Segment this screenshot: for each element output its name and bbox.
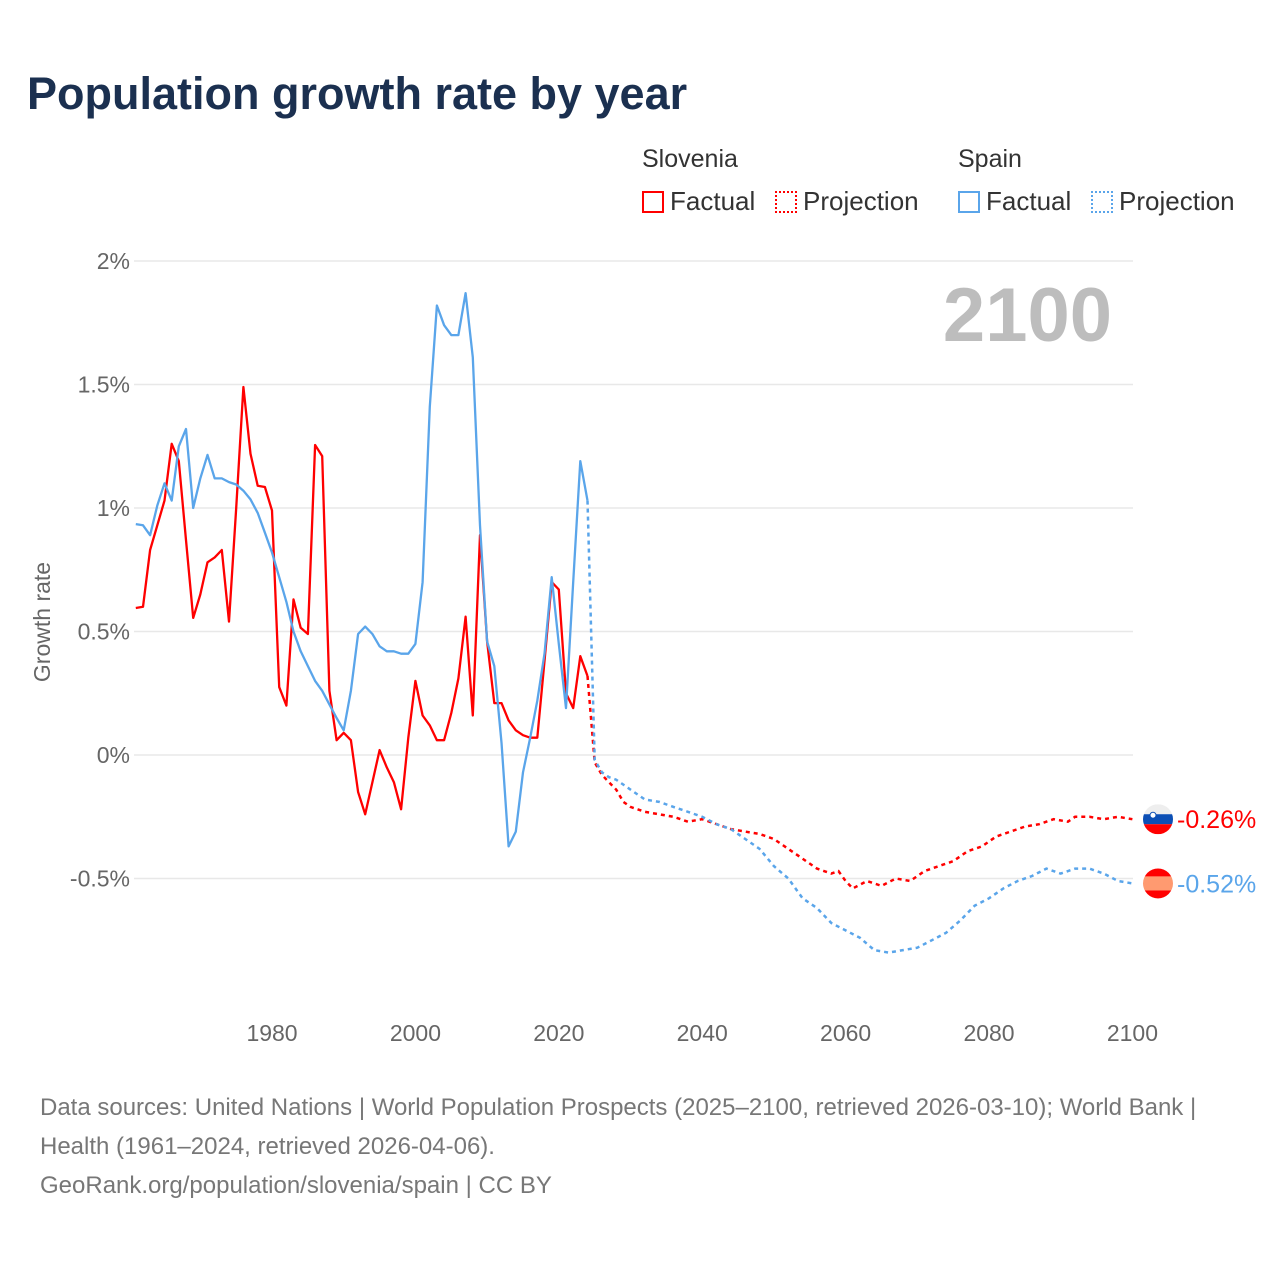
slovenia-flag-icon	[1143, 804, 1173, 835]
source-link[interactable]: GeoRank.org/population/slovenia/spain | …	[40, 1172, 552, 1199]
legend-label: Projection	[803, 186, 919, 216]
legend-label: Factual	[986, 186, 1072, 216]
current-year-label: 2100	[942, 273, 1112, 358]
x-tick-label: 2080	[963, 1020, 1014, 1046]
y-tick-label: 1.5%	[78, 372, 130, 398]
y-tick-label: -0.5%	[70, 866, 130, 892]
page-title: Population growth rate by year	[27, 68, 688, 119]
y-axis-label: Growth rate	[29, 562, 55, 682]
flag-band	[1143, 868, 1173, 877]
flag-band	[1143, 814, 1173, 825]
x-tick-label: 2040	[677, 1020, 728, 1046]
flag-band	[1143, 876, 1173, 891]
x-tick-label: 2020	[533, 1020, 584, 1046]
projection-line-slovenia	[586, 675, 1133, 890]
x-tick-label: 1980	[246, 1020, 297, 1046]
source-line: Data sources: United Nations | World Pop…	[40, 1094, 1197, 1160]
legend-slovenia-projection[interactable]: Projection	[775, 186, 919, 217]
legend-spain-projection[interactable]: Projection	[1091, 186, 1235, 217]
flag-band	[1143, 804, 1173, 815]
legend-spain-factual[interactable]: Factual	[958, 186, 1071, 217]
y-tick-label: 2%	[97, 248, 130, 274]
y-tick-label: 0.5%	[78, 619, 130, 645]
factual-line-slovenia	[135, 385, 589, 816]
flag-emblem	[1149, 811, 1157, 819]
legend-label: Projection	[1119, 186, 1235, 216]
flag-band	[1143, 890, 1173, 899]
y-tick-label: 0%	[97, 742, 130, 768]
legend-slovenia-factual[interactable]: Factual	[642, 186, 755, 217]
y-tick-label: 1%	[97, 495, 130, 521]
legend-swatch-solid	[958, 190, 980, 213]
x-tick-label: 2000	[390, 1020, 441, 1046]
legend-swatch-solid	[642, 190, 664, 213]
x-tick-label: 2060	[820, 1020, 871, 1046]
legend-group-slovenia: Slovenia	[642, 145, 738, 173]
end-value-label-slovenia: -0.26%	[1177, 806, 1256, 834]
projection-line-spain	[586, 500, 1133, 954]
source-note: Data sources: United Nations | World Pop…	[40, 1088, 1240, 1205]
factual-line-spain	[135, 291, 589, 848]
flag-band	[1143, 824, 1173, 835]
legend-label: Factual	[670, 186, 756, 216]
end-value-label-spain: -0.52%	[1177, 870, 1256, 898]
x-tick-label: 2100	[1107, 1020, 1158, 1046]
legend-group-spain: Spain	[958, 145, 1022, 173]
legend-swatch-dotted	[1091, 190, 1113, 213]
spain-flag-icon	[1143, 868, 1173, 899]
legend-swatch-dotted	[775, 190, 797, 213]
